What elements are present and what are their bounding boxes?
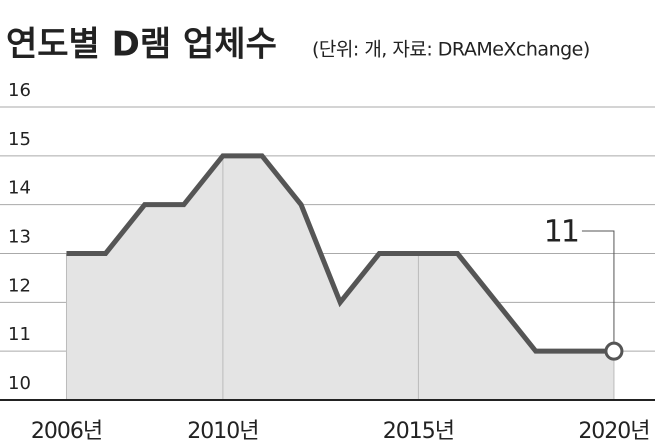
y-tick-label: 13 [8, 227, 31, 248]
x-tick-label: 2015년 [383, 419, 454, 443]
chart-title: 연도별 D램 업체수 [6, 25, 277, 65]
x-tick-label: 2020년 [578, 419, 649, 443]
y-tick-label: 10 [8, 373, 31, 394]
y-tick-label: 14 [8, 178, 31, 199]
area [66, 155, 614, 400]
x-tick-label: 2006년 [31, 419, 102, 443]
end-point [604, 341, 624, 361]
x-tick-label: 2010년 [187, 419, 258, 443]
line [66, 153, 614, 354]
y-tick-label: 15 [8, 129, 31, 150]
annotation-leader [581, 230, 615, 343]
y-tick-label: 12 [8, 275, 31, 296]
y-tick-label: 11 [8, 324, 31, 345]
chart-subtitle: (단위: 개, 자료: DRAMeXchange) [312, 39, 590, 61]
y-tick-label: 16 [8, 80, 31, 101]
annotation: 11 [544, 215, 578, 250]
